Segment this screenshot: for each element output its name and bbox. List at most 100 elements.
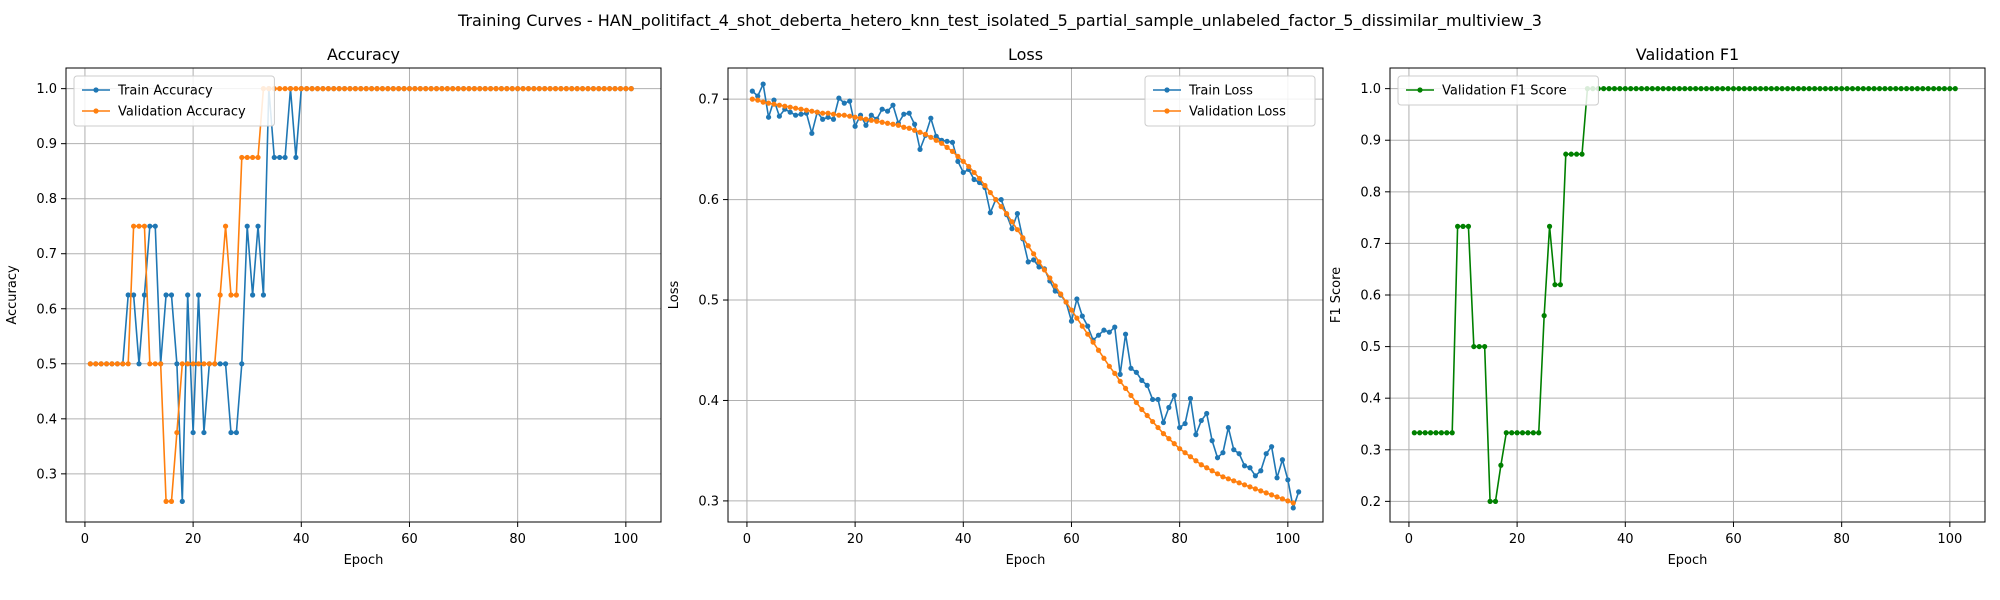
data-point — [1241, 482, 1248, 488]
legend-box — [73, 75, 275, 127]
data-point — [1166, 436, 1172, 442]
data-point — [841, 112, 847, 118]
data-point — [515, 86, 521, 92]
data-point — [131, 223, 137, 229]
data-point — [125, 292, 131, 298]
data-point — [1160, 431, 1167, 437]
data-point — [1757, 86, 1764, 92]
data-point — [574, 86, 580, 92]
data-point — [331, 86, 337, 92]
data-point — [895, 122, 901, 128]
data-point — [341, 86, 348, 92]
data-point — [1106, 329, 1112, 335]
data-point — [803, 107, 810, 113]
x-tick-label: 0 — [1405, 532, 1413, 547]
legend-label: Validation Loss — [1189, 105, 1286, 120]
chart-title: Loss — [1008, 45, 1043, 64]
data-point — [1296, 489, 1302, 495]
data-point — [493, 86, 499, 92]
data-point — [1014, 227, 1020, 233]
data-point — [1849, 86, 1856, 92]
legend-label: Validation F1 Score — [1442, 84, 1567, 99]
data-point — [933, 133, 939, 139]
chart-panel-loss: 0 20 40 60 80 100 0.3 0.4 0.5 0.6 0.7 Loss Epoch Loss… — [667, 45, 1324, 568]
data-point — [287, 86, 294, 92]
data-point — [749, 88, 755, 94]
data-point — [185, 361, 191, 367]
data-point — [906, 110, 912, 116]
data-point — [1204, 410, 1210, 417]
data-point — [1671, 86, 1677, 92]
data-point — [998, 196, 1004, 203]
data-point — [1068, 318, 1075, 324]
data-point — [1106, 363, 1112, 369]
x-tick-label: 60 — [401, 532, 418, 547]
data-point — [1177, 446, 1183, 452]
data-point — [590, 86, 596, 92]
data-point — [147, 361, 153, 367]
data-point — [152, 361, 158, 367]
data-point — [847, 98, 853, 104]
data-point — [131, 292, 137, 298]
data-point — [1041, 267, 1048, 273]
data-point — [1112, 370, 1118, 376]
data-point — [1487, 498, 1493, 504]
data-point — [1182, 420, 1188, 427]
data-point — [998, 204, 1004, 210]
data-point — [1177, 424, 1183, 431]
data-point — [190, 429, 196, 436]
data-point — [765, 100, 772, 106]
data-point — [1638, 86, 1645, 92]
data-point — [906, 125, 912, 131]
data-point — [1025, 259, 1031, 265]
x-tick-label: 60 — [1063, 532, 1080, 547]
data-point — [628, 86, 634, 92]
data-point — [1676, 86, 1682, 92]
data-point — [1101, 355, 1107, 361]
data-point — [1101, 327, 1107, 333]
data-point — [255, 223, 261, 229]
data-point — [1193, 458, 1199, 464]
data-point — [174, 429, 180, 436]
data-point — [93, 361, 99, 367]
data-point — [955, 158, 961, 165]
data-point — [863, 122, 869, 128]
data-point — [1736, 86, 1742, 92]
data-point — [1085, 323, 1091, 329]
data-point — [890, 102, 896, 108]
data-point — [1279, 496, 1286, 502]
data-point — [1601, 86, 1607, 92]
data-point — [1036, 264, 1042, 270]
data-point — [1279, 457, 1286, 463]
data-point — [163, 292, 169, 298]
data-point — [1817, 86, 1823, 92]
data-point — [1214, 471, 1221, 477]
data-point — [347, 86, 353, 92]
data-point — [1465, 223, 1472, 229]
data-point — [1628, 86, 1634, 92]
data-point — [1285, 477, 1291, 483]
data-point — [1579, 151, 1585, 157]
data-point — [1166, 404, 1172, 411]
data-point — [477, 86, 483, 92]
data-point — [1133, 369, 1139, 375]
data-point — [836, 95, 842, 101]
data-point — [771, 101, 777, 107]
data-point — [787, 104, 793, 110]
data-point — [1833, 86, 1839, 92]
data-point — [168, 498, 175, 504]
data-point — [1079, 323, 1085, 329]
data-point — [976, 175, 983, 182]
data-point — [901, 111, 907, 117]
data-point — [1068, 307, 1075, 313]
data-point — [325, 86, 331, 92]
data-point — [863, 116, 869, 122]
data-point — [1779, 86, 1785, 92]
y-tick-label: 0.4 — [698, 394, 719, 409]
data-point — [206, 361, 212, 367]
data-point — [1806, 86, 1812, 92]
y-tick-label: 0.7 — [698, 93, 719, 108]
data-point — [949, 139, 956, 145]
x-tick-label: 60 — [1725, 532, 1742, 547]
